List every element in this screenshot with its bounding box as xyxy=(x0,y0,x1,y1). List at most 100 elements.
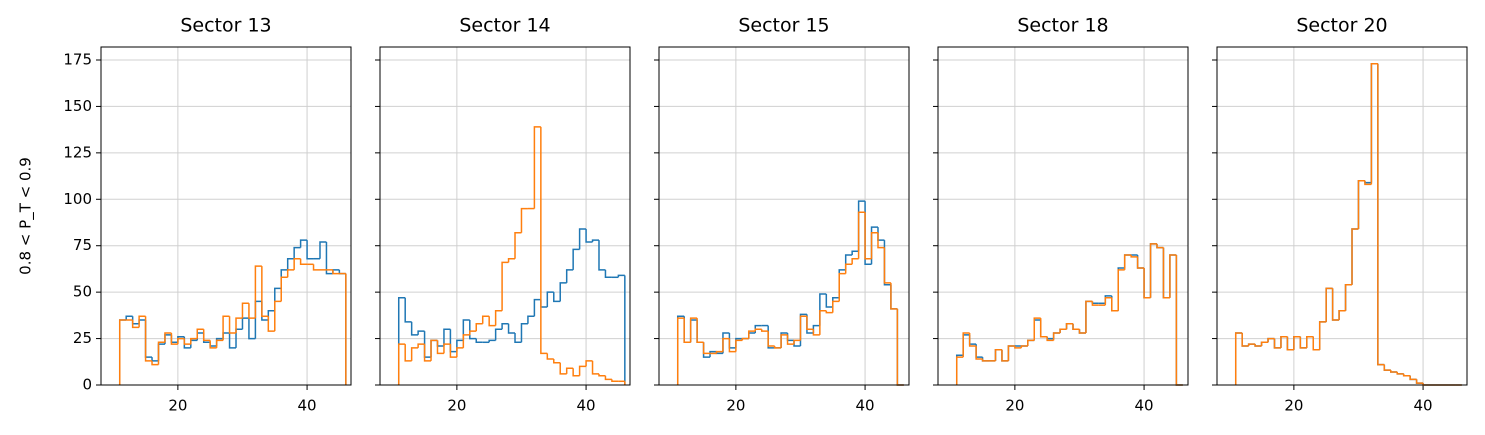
histogram-step xyxy=(851,257,859,265)
y-tick-label: 125 xyxy=(63,143,92,161)
histogram-step xyxy=(118,319,127,385)
y-tick-label: 25 xyxy=(73,329,92,347)
histogram-step xyxy=(767,331,775,347)
histogram-step xyxy=(806,314,814,334)
histogram-step xyxy=(553,292,561,303)
histogram-step xyxy=(1020,345,1028,348)
histogram-step xyxy=(138,319,146,324)
histogram-step xyxy=(293,246,301,259)
histogram-step xyxy=(838,272,846,302)
histogram-step xyxy=(883,240,891,286)
histogram-step xyxy=(1143,268,1151,299)
histogram-step xyxy=(164,332,172,343)
histogram-step xyxy=(585,229,593,243)
histogram-step xyxy=(190,339,198,348)
histogram-step xyxy=(1267,337,1275,343)
histogram-step xyxy=(1364,180,1372,186)
histogram-step xyxy=(196,328,204,339)
histogram-step xyxy=(436,340,444,355)
histogram-step xyxy=(469,330,477,335)
histogram-step xyxy=(962,332,970,358)
panel-title: Sector 20 xyxy=(1296,15,1387,37)
y-tick-label: 100 xyxy=(63,190,92,208)
y-tick-label: 150 xyxy=(63,97,92,115)
histogram-step xyxy=(196,332,204,341)
histogram-step xyxy=(702,342,711,358)
histogram-step xyxy=(501,261,509,311)
histogram-step xyxy=(1338,309,1346,320)
histogram-step xyxy=(748,332,756,339)
histogram-step xyxy=(423,344,432,362)
histogram-step xyxy=(962,334,970,356)
histogram-step xyxy=(890,284,898,310)
histogram-step xyxy=(1104,296,1112,306)
histogram-step xyxy=(1234,332,1243,385)
histogram-step xyxy=(540,299,548,308)
panel-title: Sector 15 xyxy=(738,15,829,37)
histogram-step xyxy=(683,318,691,344)
histogram-step xyxy=(1117,267,1125,311)
histogram-step xyxy=(722,337,730,352)
histogram-step xyxy=(1370,62,1378,185)
histogram-step xyxy=(857,200,866,252)
histogram-step xyxy=(1091,301,1099,305)
histogram-step xyxy=(1052,332,1061,339)
x-tick-label: 40 xyxy=(856,397,875,415)
axes-frame xyxy=(100,46,352,386)
histogram-step xyxy=(215,339,224,348)
histogram-step xyxy=(443,328,451,346)
histogram-step xyxy=(1247,343,1256,346)
histogram-step xyxy=(975,346,983,360)
histogram-step xyxy=(151,360,159,366)
histogram-step xyxy=(1065,322,1074,330)
histogram-step xyxy=(1033,317,1041,341)
histogram-step xyxy=(520,207,528,233)
histogram-step xyxy=(190,337,198,345)
histogram-step xyxy=(1409,375,1417,381)
histogram-step xyxy=(851,250,859,255)
histogram-step xyxy=(689,317,698,343)
histogram-step xyxy=(222,332,230,339)
series xyxy=(397,228,626,385)
histogram-step xyxy=(741,337,749,341)
histogram-step xyxy=(1078,329,1086,334)
histogram-step xyxy=(877,232,885,249)
histogram-step xyxy=(235,317,243,333)
histogram-step xyxy=(1117,269,1125,311)
histogram-step xyxy=(449,344,457,358)
histogram-step xyxy=(456,347,464,358)
histogram-step xyxy=(183,338,191,345)
histogram-step xyxy=(533,298,541,317)
histogram-step xyxy=(799,315,807,341)
y-tick-label: 50 xyxy=(73,283,92,301)
histogram-step xyxy=(981,359,990,362)
histogram-step xyxy=(1234,332,1243,385)
histogram-step xyxy=(501,322,509,330)
histogram-step xyxy=(293,257,301,270)
histogram-step xyxy=(728,333,736,349)
histogram-step xyxy=(767,325,775,349)
series xyxy=(1234,62,1462,386)
axes-frame xyxy=(1216,46,1468,386)
histogram-step xyxy=(1280,335,1288,348)
histogram-step xyxy=(280,276,288,302)
histogram-step xyxy=(715,350,723,354)
histogram-step xyxy=(131,316,140,325)
y-tick-label: 0 xyxy=(82,376,92,394)
histogram-step xyxy=(968,333,977,347)
histogram-step xyxy=(1293,335,1301,350)
histogram-step xyxy=(404,344,412,362)
histogram-step xyxy=(1123,254,1132,270)
histogram-step xyxy=(410,347,419,361)
histogram-step xyxy=(857,211,866,259)
histogram-step xyxy=(417,343,425,348)
histogram-step xyxy=(1046,336,1054,342)
histogram-step xyxy=(1364,180,1372,184)
histogram-step xyxy=(1273,338,1281,349)
histogram-step xyxy=(1039,318,1048,338)
x-tick-label: 40 xyxy=(1135,397,1154,415)
series xyxy=(118,257,347,385)
histogram-step xyxy=(469,320,477,340)
histogram-step xyxy=(1007,345,1015,361)
histogram-step xyxy=(397,296,406,385)
